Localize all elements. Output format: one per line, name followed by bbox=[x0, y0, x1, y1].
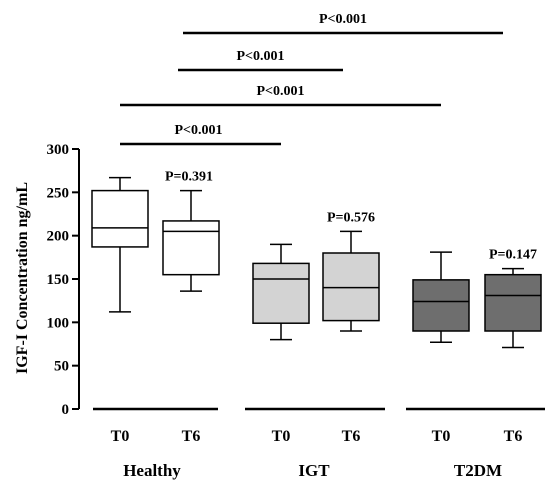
bracket-pvalue: P<0.001 bbox=[236, 49, 284, 64]
y-tick-label: 200 bbox=[47, 229, 70, 245]
significance-brackets: P<0.001 P<0.001 P<0.001 P<0.001 bbox=[120, 12, 503, 146]
within-group-pvalue: P=0.147 bbox=[489, 248, 537, 263]
box-t2dm-t6 bbox=[484, 267, 542, 349]
box-igt-t0 bbox=[252, 243, 310, 341]
comparison-bracket: P<0.001 bbox=[120, 123, 281, 146]
box-healthy-t6 bbox=[162, 189, 220, 292]
group-label: Healthy bbox=[123, 461, 181, 480]
iqr-box bbox=[484, 273, 542, 332]
x-tick-label: T6 bbox=[342, 428, 361, 445]
iqr-box bbox=[252, 262, 310, 324]
group-label: T2DM bbox=[454, 461, 502, 480]
comparison-bracket: P<0.001 bbox=[183, 12, 503, 35]
y-tick-label: 0 bbox=[62, 402, 70, 418]
y-tick-label: 100 bbox=[47, 315, 70, 331]
group-label: IGT bbox=[298, 461, 330, 480]
iqr-box bbox=[322, 252, 380, 322]
y-tick-label: 250 bbox=[47, 185, 70, 201]
y-tick-label: 300 bbox=[47, 142, 70, 158]
y-axis: 0 50 100 150 200 250 300 bbox=[47, 142, 80, 418]
box-t2dm-t0 bbox=[412, 251, 470, 344]
x-tick-label: T0 bbox=[272, 428, 291, 445]
y-axis-label: IGF-I Concentration ng/mL bbox=[14, 182, 31, 374]
within-group-pvalue: P=0.576 bbox=[327, 210, 375, 225]
y-tick-label: 150 bbox=[47, 272, 70, 288]
x-tick-label: T0 bbox=[432, 428, 451, 445]
comparison-bracket: P<0.001 bbox=[120, 84, 441, 107]
iqr-box bbox=[412, 279, 470, 332]
comparison-bracket: P<0.001 bbox=[178, 49, 343, 72]
box-igt-t6 bbox=[322, 230, 380, 332]
bracket-pvalue: P<0.001 bbox=[256, 84, 304, 99]
iqr-box bbox=[162, 220, 220, 276]
y-tick-label: 50 bbox=[54, 359, 69, 375]
bracket-pvalue: P<0.001 bbox=[319, 12, 367, 27]
bracket-pvalue: P<0.001 bbox=[174, 123, 222, 138]
box-healthy-t0 bbox=[91, 176, 149, 313]
x-tick-label: T6 bbox=[504, 428, 523, 445]
x-tick-label: T6 bbox=[182, 428, 201, 445]
x-tick-label: T0 bbox=[111, 428, 130, 445]
iqr-box bbox=[91, 189, 149, 248]
within-group-pvalue: P=0.391 bbox=[165, 170, 213, 185]
box-plots: P=0.391 P=0.576 P=0.147 bbox=[91, 170, 542, 349]
